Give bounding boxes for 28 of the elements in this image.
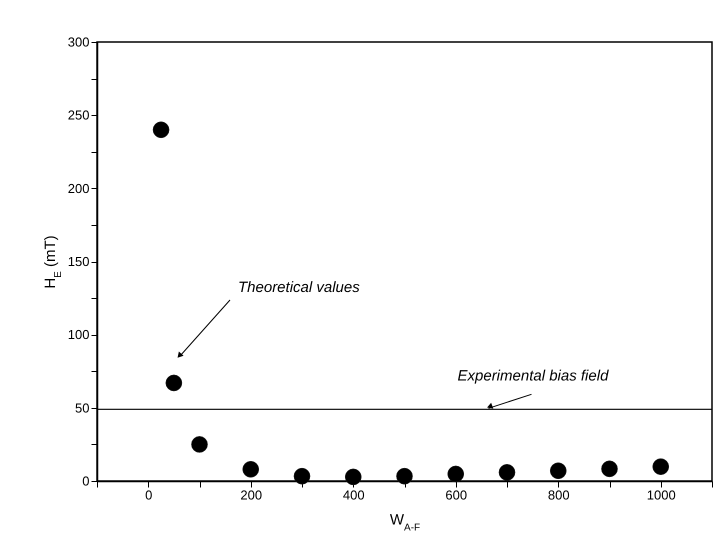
point xyxy=(344,468,362,486)
point xyxy=(498,464,516,481)
point xyxy=(550,462,567,480)
annotation: Theoretical values xyxy=(238,279,360,296)
point xyxy=(601,460,618,478)
point xyxy=(242,460,260,478)
y-tick-label: 300 xyxy=(68,34,90,50)
point xyxy=(191,436,208,453)
point xyxy=(447,466,464,482)
x-tick-label: 1000 xyxy=(646,488,676,502)
y-tick-label: 50 xyxy=(75,400,90,416)
y-tick-label: 200 xyxy=(68,180,90,196)
x-axis-title: W$_{A-F}$ xyxy=(390,512,420,533)
annotation: Experimental bias field xyxy=(458,367,610,384)
point xyxy=(294,468,310,484)
point xyxy=(166,374,182,392)
point xyxy=(652,458,670,475)
x-tick-label: 600 xyxy=(445,488,468,502)
y-tick-label: 150 xyxy=(68,254,90,269)
x-tick-label: 200 xyxy=(240,488,262,502)
y-tick-label: 250 xyxy=(68,108,90,123)
x-tick-label: 0 xyxy=(145,488,152,502)
x-tick-label: 800 xyxy=(548,488,570,502)
point xyxy=(152,122,170,138)
x-tick-label: 400 xyxy=(342,488,365,502)
y-tick-label: 0 xyxy=(82,474,90,488)
y-tick-label: 100 xyxy=(68,327,90,342)
point xyxy=(396,468,413,484)
